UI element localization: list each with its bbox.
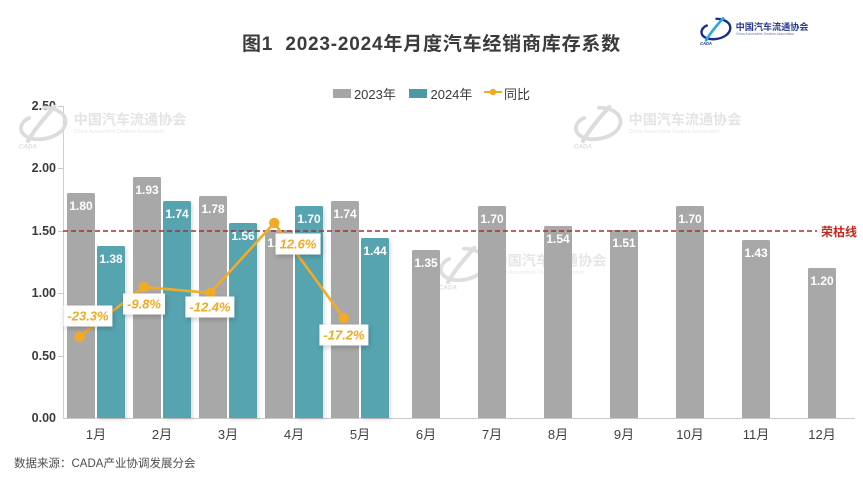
- svg-text:中国汽车流通协会: 中国汽车流通协会: [736, 21, 809, 32]
- svg-text:CADA: CADA: [700, 41, 712, 46]
- svg-text:China Automobile Dealers Assoc: China Automobile Dealers Association: [74, 129, 165, 135]
- svg-text:CADA: CADA: [439, 284, 458, 291]
- svg-text:China Automobile Dealers Assoc: China Automobile Dealers Association: [736, 32, 795, 36]
- svg-text:中国汽车流通协会: 中国汽车流通协会: [74, 112, 187, 128]
- svg-text:China Automobile Dealers Assoc: China Automobile Dealers Association: [629, 129, 720, 135]
- svg-text:CADA: CADA: [19, 143, 38, 150]
- svg-text:中国汽车流通协会: 中国汽车流通协会: [629, 112, 742, 128]
- svg-text:CADA: CADA: [574, 143, 593, 150]
